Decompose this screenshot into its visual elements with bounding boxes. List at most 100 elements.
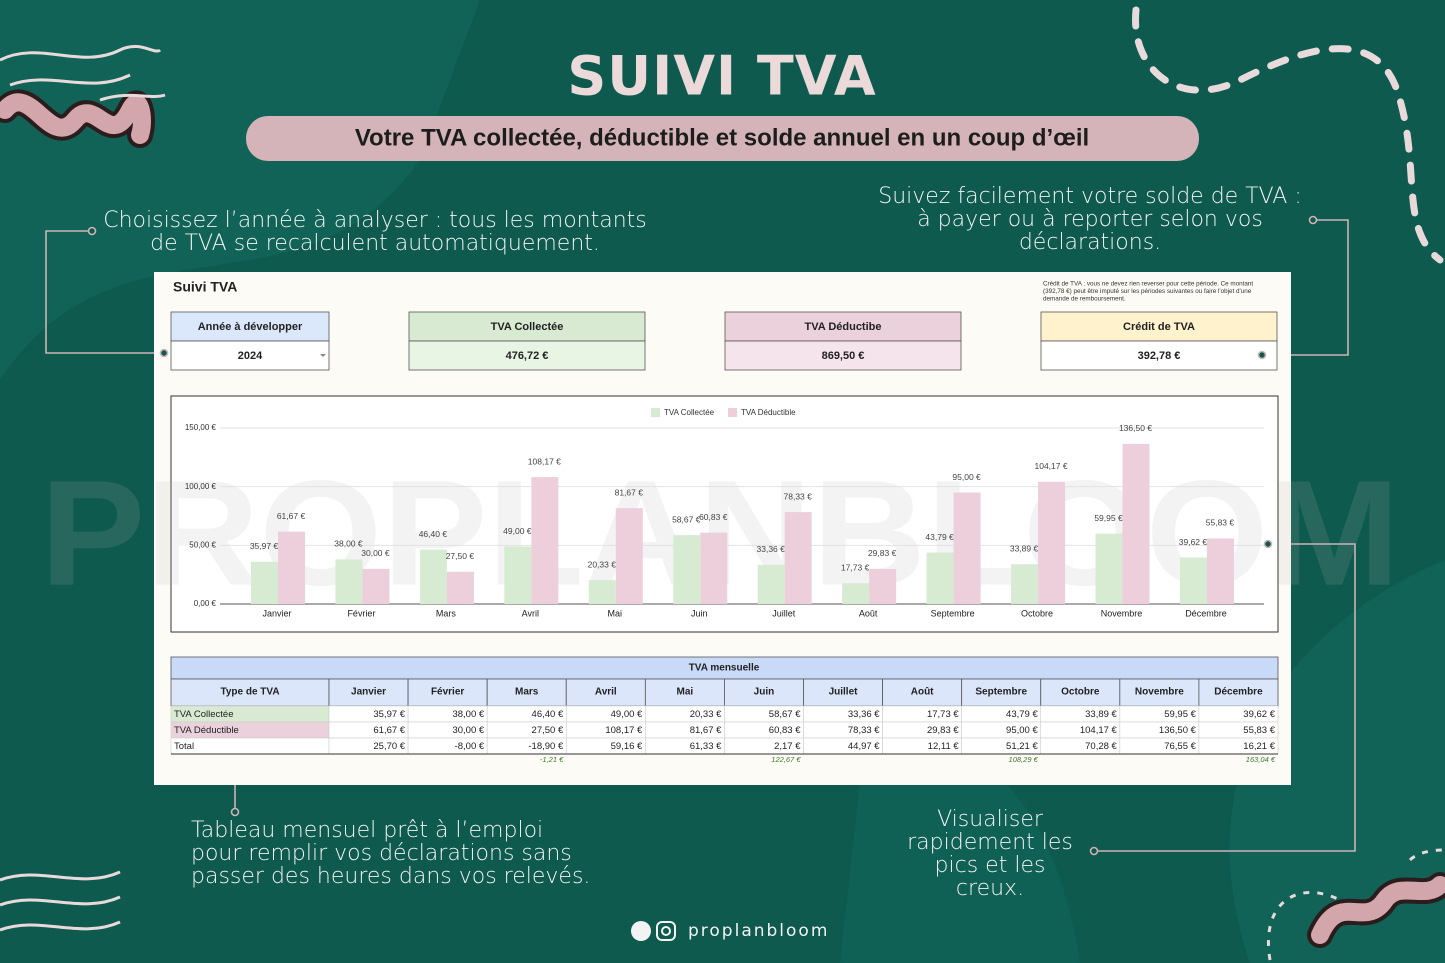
x-tick-label: Mars: [436, 608, 456, 618]
table-value: 51,21 €: [1006, 741, 1038, 752]
value-label: 30,00 €: [361, 548, 390, 558]
connector-dot: [159, 348, 169, 358]
table-header-cell: [961, 678, 1042, 707]
table-value: 59,95 €: [1164, 709, 1196, 720]
bar: [1179, 557, 1207, 604]
table-title: TVA mensuelle: [689, 663, 760, 674]
table-value: 59,16 €: [611, 741, 643, 752]
value-label: 108,17 €: [528, 456, 561, 466]
subtitle: Votre TVA collectée, déductible et solde…: [355, 124, 1089, 151]
connector-dot: [1308, 215, 1318, 225]
card-value: 392,78 €: [1138, 350, 1181, 362]
callout-text: Visualiser: [937, 807, 1044, 832]
value-label: 39,62 €: [1179, 537, 1208, 547]
bar: [335, 559, 363, 604]
table-value: 58,67 €: [769, 709, 801, 720]
table-value: 35,97 €: [373, 709, 405, 720]
table-value: 49,00 €: [611, 709, 643, 720]
connector: [45, 230, 164, 354]
table-value: -18,90 €: [528, 741, 564, 752]
value-label: 43,79 €: [925, 532, 954, 542]
bar: [588, 580, 616, 604]
bar: [700, 532, 728, 604]
connector-dot: [87, 226, 97, 236]
table-value: 20,33 €: [690, 709, 722, 720]
table-header: Type de TVA: [220, 687, 279, 698]
table-value: 55,83 €: [1243, 725, 1275, 736]
row-label: TVA Collectée: [174, 709, 234, 720]
legend-swatch: [651, 408, 660, 417]
table-header: Janvier: [351, 687, 386, 698]
table-value: 95,00 €: [1006, 725, 1038, 736]
value-label: 136,50 €: [1119, 423, 1152, 433]
card-header: [724, 311, 962, 342]
card-label: TVA Déductibe: [804, 321, 881, 333]
table-header-cell: [1198, 678, 1279, 707]
callout-text: Tableau mensuel prêt à l’emploi: [191, 818, 543, 843]
bar: [419, 549, 447, 604]
table-header-cell: [724, 678, 804, 707]
decoration: [1132, 6, 1444, 264]
table-value: 78,33 €: [848, 725, 880, 736]
sheet-note: Crédit de TVA : vous ne devez rien rever…: [1043, 281, 1253, 288]
connector-dot: [230, 807, 240, 817]
title: SUIVI TVA: [567, 45, 876, 108]
tiktok-icon: [631, 921, 651, 941]
connector-dot: [1257, 350, 1267, 360]
sheet-title: Suivi TVA: [173, 279, 237, 295]
value-label: 35,97 €: [250, 541, 279, 551]
row-label: Total: [174, 741, 194, 752]
table-value: 33,36 €: [848, 709, 880, 720]
card-value-box: [170, 340, 330, 371]
table-value: 30,00 €: [452, 725, 484, 736]
table-value: 60,83 €: [769, 725, 801, 736]
callout-text: rapidement les: [907, 830, 1073, 855]
value-label: 81,67 €: [615, 487, 644, 497]
card-header: [170, 311, 330, 342]
y-tick-label: 0,00 €: [194, 599, 217, 608]
value-label: 33,89 €: [1010, 543, 1039, 553]
value-label: 46,40 €: [419, 529, 448, 539]
connector-dot: [1089, 846, 1099, 856]
table-value: 39,62 €: [1243, 709, 1275, 720]
table-header: Mai: [677, 687, 694, 698]
table-value: 38,00 €: [452, 709, 484, 720]
value-label: 95,00 €: [952, 472, 981, 482]
row-label-cell: [170, 737, 330, 755]
table-header-cell: [1040, 678, 1121, 707]
legend-label: TVA Collectée: [664, 408, 715, 417]
quarter-total: -1,21 €: [540, 755, 564, 764]
table-value: 108,17 €: [605, 725, 643, 736]
bar: [504, 546, 532, 604]
x-tick-label: Septembre: [931, 608, 975, 618]
squiggle: [1311, 876, 1445, 944]
legend-swatch: [728, 408, 737, 417]
value-label: 20,33 €: [588, 559, 617, 569]
legend-label: TVA Déductible: [741, 408, 796, 417]
bar: [869, 568, 897, 604]
table-value: 16,21 €: [1243, 741, 1275, 752]
x-tick-label: Avril: [522, 608, 539, 618]
table-header-cell: [565, 678, 646, 707]
card-value: 476,72 €: [506, 350, 549, 362]
bar: [251, 561, 278, 604]
callout-text: pics et les: [935, 853, 1046, 878]
value-label: 59,95 €: [1094, 513, 1123, 523]
card-value: 869,50 €: [822, 350, 865, 362]
value-label: 27,50 €: [446, 551, 475, 561]
y-tick-label: 100,00 €: [185, 482, 217, 491]
table-value: 27,50 €: [532, 725, 564, 736]
table-header: Octobre: [1061, 687, 1100, 698]
table-header: Septembre: [975, 687, 1027, 698]
table-header: Novembre: [1135, 687, 1184, 698]
value-label: 55,83 €: [1206, 518, 1235, 528]
wave-lines: [0, 44, 166, 932]
squiggle: [0, 93, 151, 144]
value-label: 58,67 €: [672, 514, 701, 524]
bar: [615, 508, 643, 604]
value-label: 49,00 €: [503, 526, 532, 536]
value-label: 78,33 €: [784, 491, 813, 501]
table-value: 70,28 €: [1085, 741, 1117, 752]
x-tick-label: Juin: [691, 608, 708, 618]
